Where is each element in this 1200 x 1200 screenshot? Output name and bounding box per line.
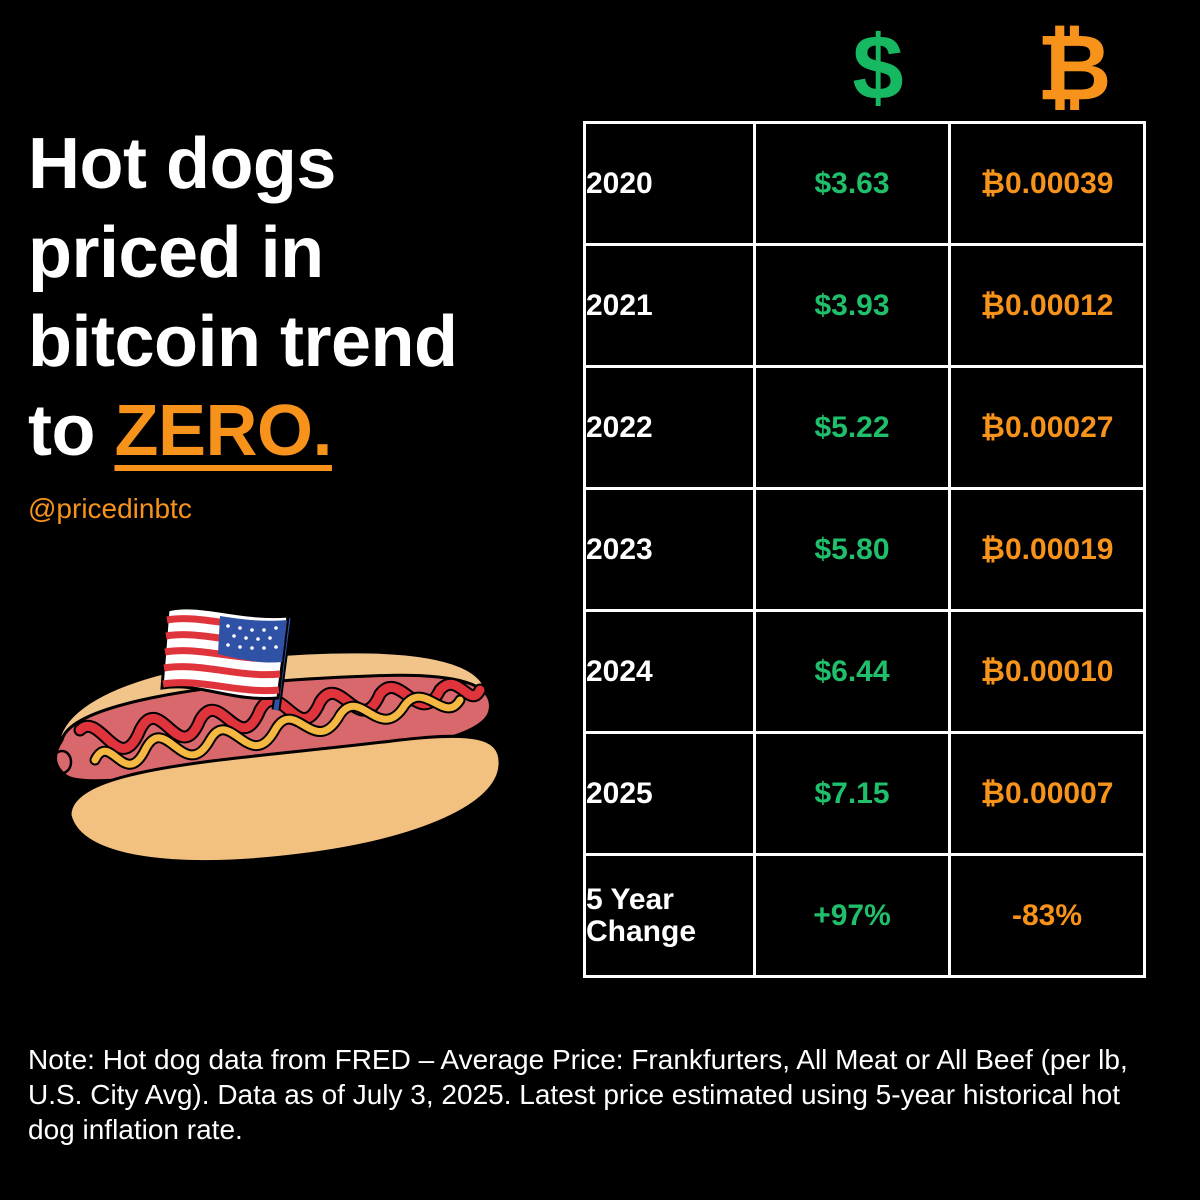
change-label-line-2: Change [586, 914, 697, 948]
headline-line-4: to ZERO. [28, 387, 568, 476]
btc-price-cell: ₿0.00010 [948, 609, 1146, 734]
usd-price-cell: $3.63 [753, 121, 951, 246]
headline-prefix: to [28, 391, 115, 471]
table-row: 2020 $3.63 ₿0.00039 [583, 121, 1146, 246]
btc-change-cell: -83% [948, 853, 1146, 978]
us-flag-icon [160, 606, 290, 701]
btc-price-cell: ₿0.00027 [948, 365, 1146, 490]
year-cell: 2020 [583, 121, 756, 246]
headline-zero-emphasis: ZERO. [114, 391, 332, 471]
usd-price-cell: $7.15 [753, 731, 951, 856]
hotdog-flag-illustration [51, 606, 502, 863]
usd-price-cell: $6.44 [753, 609, 951, 734]
table-row: 2021 $3.93 ₿0.00012 [583, 243, 1146, 368]
btc-price-cell: ₿0.00012 [948, 243, 1146, 368]
year-cell: 2025 [583, 731, 756, 856]
btc-price-cell: ₿0.00039 [948, 121, 1146, 246]
change-row: 5 Year Change +97% -83% [583, 853, 1146, 978]
change-label-cell: 5 Year Change [583, 853, 756, 978]
table-row: 2022 $5.22 ₿0.00027 [583, 365, 1146, 490]
usd-change-cell: +97% [753, 853, 951, 978]
btc-price-cell: ₿0.00019 [948, 487, 1146, 612]
table-row: 2024 $6.44 ₿0.00010 [583, 609, 1146, 734]
headline-line-1: Hot dogs [28, 124, 336, 204]
author-handle: @pricedinbtc [28, 493, 192, 524]
usd-price-cell: $5.22 [753, 365, 951, 490]
year-cell: 2023 [583, 487, 756, 612]
bitcoin-icon: ₿ [1036, 17, 1112, 119]
year-cell: 2022 [583, 365, 756, 490]
change-label-line-1: 5 Year [586, 882, 674, 916]
dollar-icon: $ [852, 17, 904, 119]
year-cell: 2021 [583, 243, 756, 368]
table-row: 2023 $5.80 ₿0.00019 [583, 487, 1146, 612]
year-cell: 2024 [583, 609, 756, 734]
usd-price-cell: $3.93 [753, 243, 951, 368]
headline-line-3: bitcoin trend [28, 302, 458, 382]
price-table: 2020 $3.63 ₿0.00039 2021 $3.93 ₿0.00012 … [583, 121, 1146, 978]
usd-price-cell: $5.80 [753, 487, 951, 612]
btc-price-cell: ₿0.00007 [948, 731, 1146, 856]
headline-line-2: priced in [28, 213, 324, 293]
headline: Hot dogs priced in bitcoin trend to ZERO… [28, 120, 568, 476]
table-row: 2025 $7.15 ₿0.00007 [583, 731, 1146, 856]
footnote: Note: Hot dog data from FRED – Average P… [28, 1044, 1128, 1145]
